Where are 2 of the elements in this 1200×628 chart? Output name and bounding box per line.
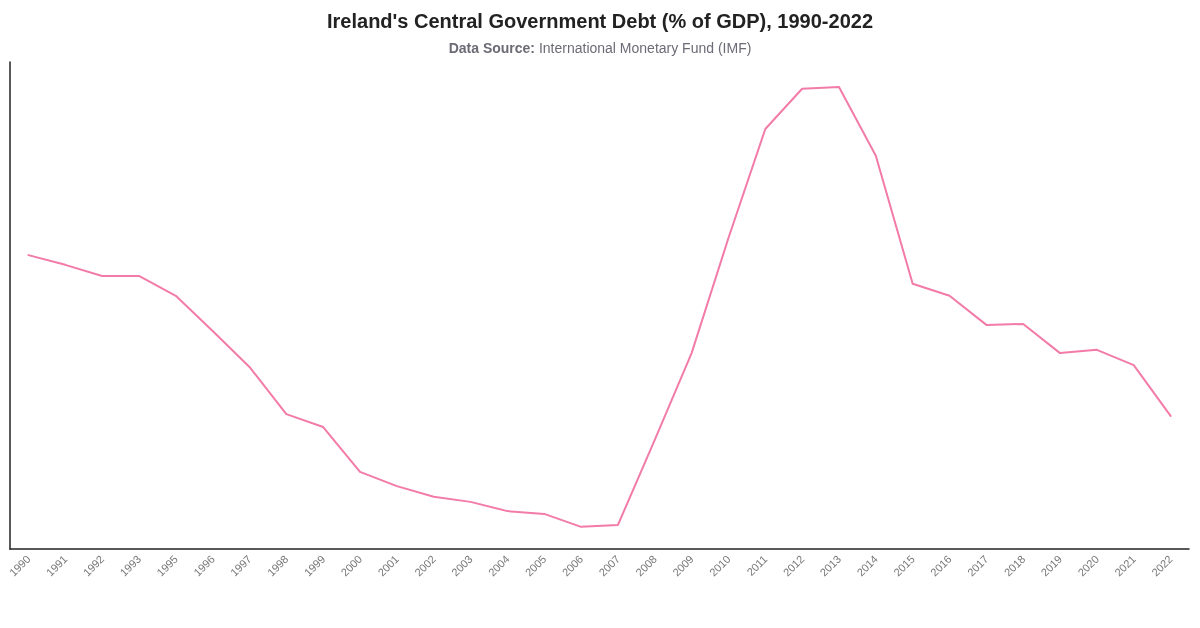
chart-title: Ireland's Central Government Debt (% of GDP), 1990-2022 xyxy=(326,10,874,32)
chart-subtitle: Data Source: International Monetary Fund (IMF) xyxy=(448,40,752,56)
